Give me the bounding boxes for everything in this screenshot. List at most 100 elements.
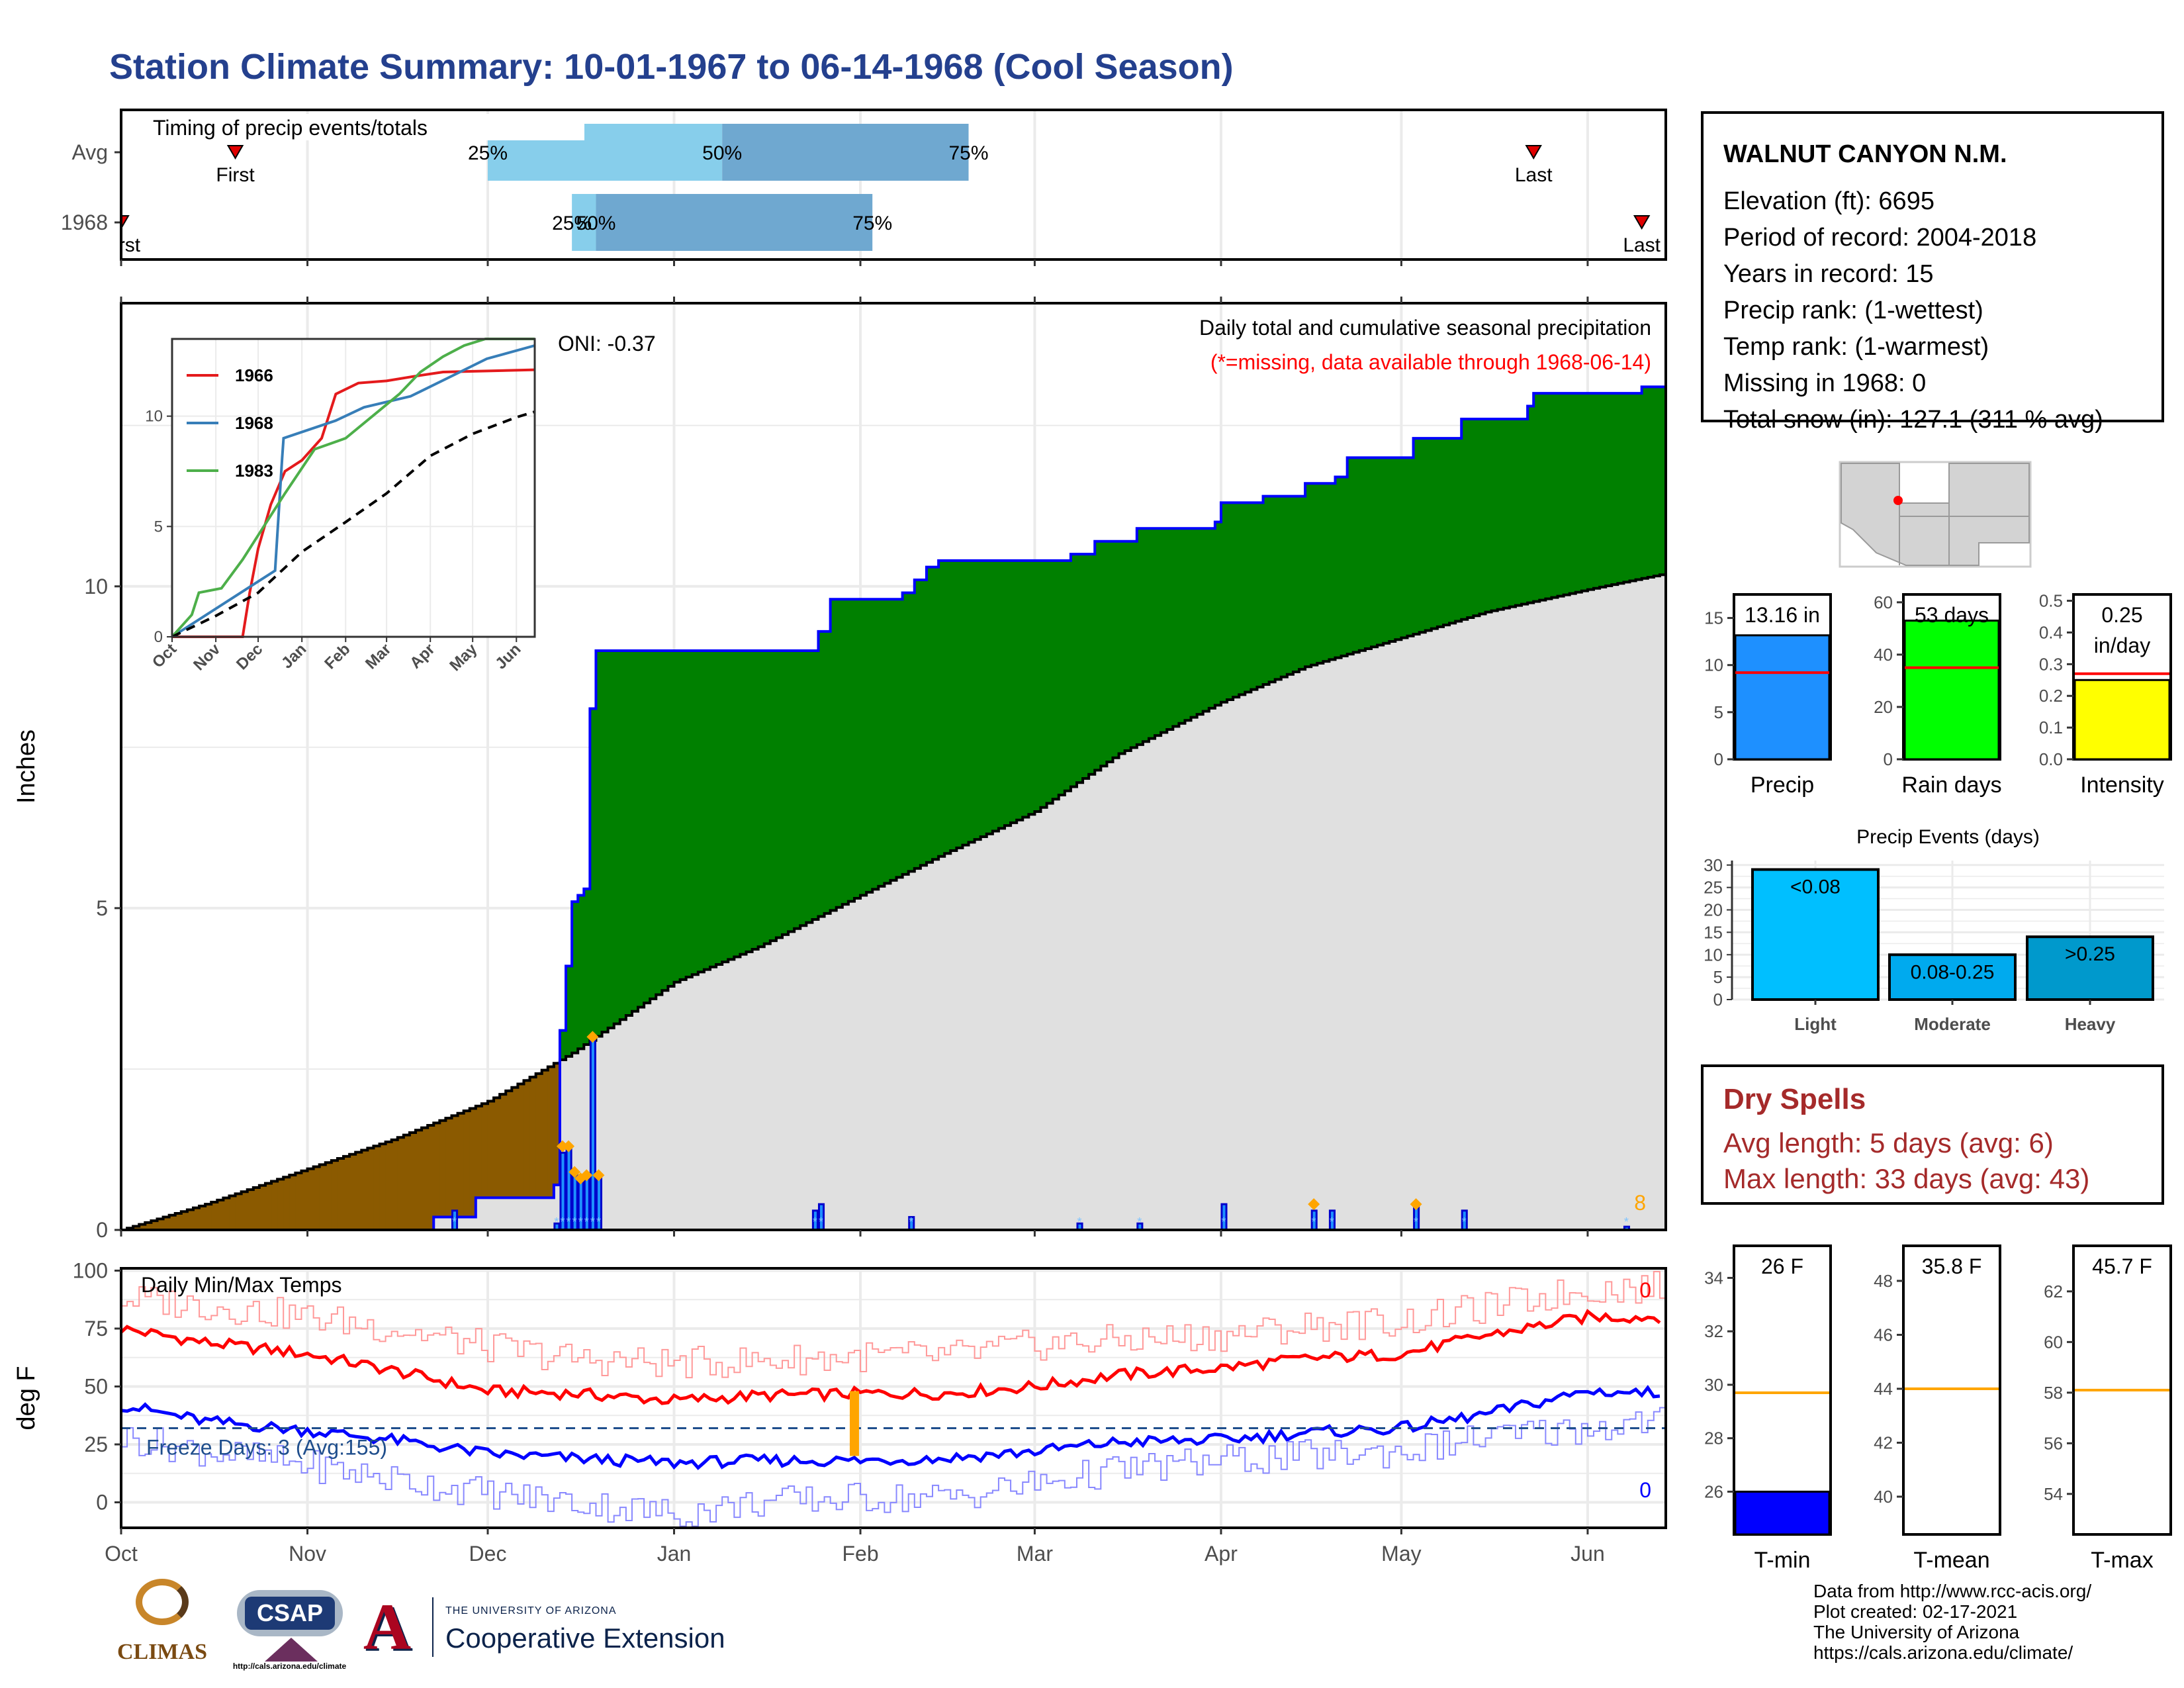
surplus-area-segment	[1401, 457, 1408, 638]
deficit-area-segment	[325, 1162, 332, 1230]
deficit-area-segment	[529, 1077, 537, 1198]
surplus-area-segment	[1161, 528, 1167, 733]
surplus-area-segment	[1083, 554, 1089, 779]
intensity-chart-value-label: in/day	[2094, 633, 2150, 657]
surplus-area-segment	[956, 560, 964, 848]
surplus-area-segment	[1155, 528, 1161, 736]
surplus-area-segment	[662, 651, 669, 991]
surplus-area-segment	[1329, 483, 1336, 660]
timing-title-bg	[148, 114, 584, 140]
temp-ylabel: deg F	[13, 1366, 40, 1430]
intensity-chart-ytick-label: 0.1	[2039, 718, 2063, 737]
snow-marker: *	[578, 1215, 583, 1229]
surplus-area-segment	[704, 651, 711, 970]
surplus-area-segment	[1179, 528, 1186, 724]
surplus-area-segment	[854, 599, 861, 899]
deficit-area-segment	[422, 1127, 428, 1230]
surplus-area-segment	[1455, 438, 1462, 622]
surplus-area-segment	[1353, 457, 1360, 653]
snow-marker: *	[1624, 1215, 1629, 1229]
daily-precip-marker	[1308, 1198, 1320, 1211]
deficit-area-segment	[481, 1103, 488, 1198]
timing-label-75: 75%	[852, 212, 892, 234]
deficit-area-segment	[428, 1125, 434, 1230]
events-category-label: Light	[1794, 1014, 1837, 1034]
surplus-area-segment	[1233, 502, 1240, 698]
surplus-area-segment	[1623, 393, 1631, 583]
rain-days-chart-ytick-label: 40	[1874, 645, 1893, 665]
snow-marker: *	[584, 1215, 589, 1229]
surplus-area-segment	[1052, 560, 1060, 800]
surplus-area-segment	[1017, 560, 1023, 820]
surplus-area-segment	[992, 560, 999, 831]
deficit-area-segment	[169, 1215, 176, 1230]
ua-line1: THE UNIVERSITY OF ARIZONA	[445, 1605, 617, 1617]
snow-marker: *	[909, 1215, 913, 1229]
dry-spells-panel: Dry Spells Avg length: 5 days (avg: 6) M…	[1701, 1064, 2164, 1205]
tmin-chart-ytick-label: 30	[1704, 1375, 1723, 1395]
temp-border	[120, 1267, 1667, 1529]
tmin-chart-ytick-label: 28	[1704, 1429, 1723, 1448]
temp-xtick-label: Jan	[657, 1542, 692, 1566]
deficit-area-segment	[157, 1219, 164, 1230]
timing-last-label: Last	[1623, 234, 1661, 256]
surplus-area-segment	[944, 560, 951, 854]
normal-cumulative-area	[121, 573, 1666, 1230]
surplus-area-segment	[1467, 419, 1474, 618]
surplus-area-segment	[818, 631, 825, 917]
precip-total-chart-ytick-label: 15	[1704, 608, 1723, 628]
deficit-area-segment	[223, 1197, 230, 1230]
intensity-chart: 0.0 0.1 0.2 0.3 0.4 0.5 0.25 in/day Intensity	[2039, 591, 2172, 798]
intensity-chart-ytick-label: 0.3	[2039, 654, 2063, 674]
surplus-area-segment	[650, 651, 657, 999]
surplus-area-segment	[1070, 554, 1077, 787]
deficit-area-segment	[451, 1115, 459, 1217]
surplus-area-segment	[1118, 541, 1126, 754]
surplus-area-segment	[1101, 541, 1108, 767]
deficit-area-segment	[337, 1158, 344, 1230]
surplus-area-segment	[1046, 560, 1054, 804]
surplus-area-segment	[1527, 406, 1534, 603]
tmin-chart-ytick-label: 32	[1704, 1321, 1723, 1341]
temp-ytick-label: 50	[84, 1375, 108, 1399]
snow-marker: *	[567, 1215, 571, 1229]
ua-logo: A THE UNIVERSITY OF ARIZONA Cooperative …	[361, 1592, 745, 1665]
surplus-area-segment	[596, 651, 603, 1037]
events-ytick-label: 10	[1704, 945, 1723, 964]
tmean-chart-ytick-label: 42	[1874, 1432, 1893, 1452]
surplus-area-segment	[686, 651, 693, 978]
deficit-area-segment	[235, 1194, 242, 1230]
snow-marker: *	[1137, 1215, 1142, 1229]
deficit-area-segment	[313, 1166, 320, 1230]
surplus-area-segment	[1413, 438, 1420, 634]
normal-cumulative-line	[121, 573, 1666, 1231]
credit-university: The University of Arizona	[1813, 1622, 2020, 1642]
corner-count: 8	[1634, 1191, 1646, 1215]
surplus-area-segment	[638, 651, 645, 1008]
precip-ytick-label: 5	[96, 896, 108, 920]
surplus-area-segment	[1509, 419, 1516, 607]
surplus-area-segment	[1449, 438, 1456, 624]
surplus-area-segment	[1227, 502, 1234, 700]
intensity-chart-bar	[2073, 679, 2171, 761]
surplus-area-segment	[1491, 419, 1498, 611]
deficit-area-segment	[331, 1160, 338, 1230]
surplus-area-segment	[1341, 477, 1348, 656]
tmin-chart-value-label: 26 F	[1761, 1254, 1803, 1278]
surplus-area-segment	[920, 580, 927, 866]
temp-ytick-label: 75	[84, 1317, 108, 1340]
events-ytick-label: 25	[1704, 878, 1723, 898]
surplus-area-segment	[1581, 393, 1588, 591]
surplus-area-segment	[908, 592, 915, 872]
surplus-area-segment	[788, 651, 795, 932]
temp-xtick-label: Mar	[1017, 1542, 1053, 1566]
deficit-area-segment	[229, 1196, 236, 1230]
surplus-area-segment	[1485, 419, 1492, 612]
timing-label-25: 25%	[552, 212, 592, 234]
intensity-chart-value-label: 0.25	[2101, 603, 2142, 627]
surplus-area-segment	[974, 560, 981, 840]
daily-precip-marker	[569, 1166, 581, 1178]
deficit-area-segment	[445, 1118, 453, 1217]
surplus-area-segment	[800, 651, 807, 926]
